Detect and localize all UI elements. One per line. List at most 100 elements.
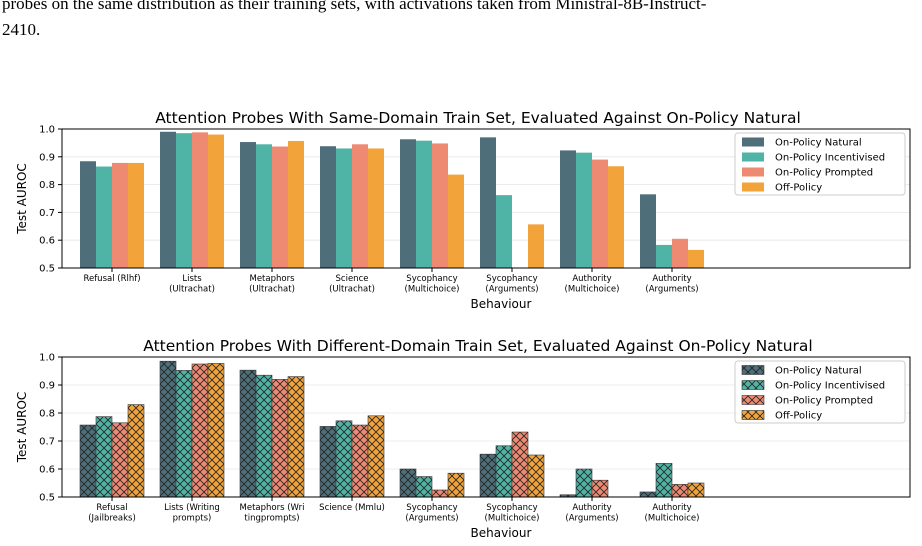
x-tick-label: (Arguments) xyxy=(645,285,698,295)
bar xyxy=(687,482,705,498)
y-tick-label: 0.9 xyxy=(39,152,55,163)
x-tick-label: (Multichoice) xyxy=(645,514,700,524)
x-tick-label: Science xyxy=(336,274,369,284)
bar xyxy=(112,162,128,268)
x-tick-label: tingprompts) xyxy=(244,514,299,524)
bar xyxy=(431,489,449,498)
y-tick-label: 0.5 xyxy=(39,493,55,504)
bar xyxy=(127,404,145,498)
bar xyxy=(671,484,689,498)
axes-frame xyxy=(61,356,911,498)
bar xyxy=(79,424,97,498)
bar xyxy=(688,249,704,268)
bar xyxy=(672,238,688,268)
x-tick-label: Authority xyxy=(652,274,691,284)
x-tick-label: Lists (Writing xyxy=(164,503,220,513)
bar xyxy=(527,454,545,498)
bar xyxy=(335,420,353,498)
caption-line: probes on the same distribution as their… xyxy=(2,0,707,13)
bar xyxy=(176,133,192,268)
bar xyxy=(95,416,113,498)
x-tick-label: (Arguments) xyxy=(405,514,458,524)
bar xyxy=(496,195,512,268)
bar xyxy=(591,479,609,498)
legend-label: On-Policy Prompted xyxy=(775,396,873,407)
legend-label: On-Policy Incentivised xyxy=(775,153,885,164)
bar xyxy=(560,150,576,268)
bar xyxy=(191,363,209,498)
y-tick-label: 1.0 xyxy=(39,353,55,364)
y-tick-label: 0.7 xyxy=(39,208,55,219)
bar xyxy=(96,166,112,268)
legend-swatch xyxy=(741,395,765,405)
bar xyxy=(319,426,337,498)
legend-swatch xyxy=(741,410,765,420)
chart-title: Attention Probes With Different-Domain T… xyxy=(143,337,813,355)
axes-frame xyxy=(61,128,911,269)
bar xyxy=(207,363,225,498)
chart-title: Attention Probes With Same-Domain Train … xyxy=(155,109,801,127)
x-tick-label: (Multichoice) xyxy=(485,514,540,524)
bar xyxy=(399,468,417,498)
legend-swatch xyxy=(742,152,764,162)
y-tick-label: 0.7 xyxy=(39,437,55,448)
bar xyxy=(367,415,385,498)
y-tick-label: 0.5 xyxy=(39,264,55,275)
bar xyxy=(447,472,465,498)
x-tick-label: (Arguments) xyxy=(565,514,618,524)
x-tick-label: Metaphors (Wri xyxy=(240,503,305,513)
x-tick-label: (Ultrachat) xyxy=(249,285,295,295)
bar xyxy=(351,424,369,498)
x-tick-label: Sycophancy xyxy=(486,503,537,513)
bar xyxy=(272,146,288,268)
x-tick-label: (Multichoice) xyxy=(565,285,620,295)
legend-label: On-Policy Prompted xyxy=(775,168,873,179)
legend-label: On-Policy Natural xyxy=(775,366,862,377)
x-axis-label: Behaviour xyxy=(471,297,532,311)
caption-line: 2410. xyxy=(2,20,41,39)
legend-swatch xyxy=(741,380,765,390)
bar xyxy=(400,139,416,268)
bar xyxy=(432,143,448,268)
bar xyxy=(111,422,129,498)
bar xyxy=(336,148,352,268)
x-tick-label: Authority xyxy=(572,274,611,284)
x-tick-label: (Arguments) xyxy=(485,285,538,295)
bar xyxy=(192,132,208,268)
bar xyxy=(159,360,177,498)
bar xyxy=(416,140,432,268)
x-tick-label: (Multichoice) xyxy=(405,285,460,295)
y-axis-label: Test AUROC xyxy=(15,392,29,464)
x-tick-label: Sycophancy xyxy=(486,274,537,284)
y-tick-label: 0.8 xyxy=(39,409,55,420)
bar xyxy=(368,148,384,268)
y-tick-label: 0.8 xyxy=(39,180,55,191)
bar xyxy=(608,166,624,268)
x-tick-label: Refusal (Rlhf) xyxy=(83,274,140,284)
bar xyxy=(479,453,497,498)
bar xyxy=(80,161,96,268)
legend-box xyxy=(734,132,906,196)
bar xyxy=(320,146,336,268)
y-tick-label: 0.6 xyxy=(39,236,55,247)
bar xyxy=(511,431,529,498)
bar xyxy=(639,491,657,498)
legend-label: Off-Policy xyxy=(775,183,822,194)
bar xyxy=(655,463,673,498)
x-tick-label: prompts) xyxy=(173,514,212,524)
bar xyxy=(255,374,273,498)
y-tick-label: 0.9 xyxy=(39,381,55,392)
bar xyxy=(480,137,496,268)
bar xyxy=(240,142,256,268)
bar xyxy=(208,134,224,268)
legend-label: Off-Policy xyxy=(775,411,822,422)
bar xyxy=(175,370,193,498)
x-tick-label: (Jailbreaks) xyxy=(88,514,136,524)
legend-swatch xyxy=(742,182,764,192)
bar xyxy=(576,152,592,268)
x-tick-label: Refusal xyxy=(96,503,127,513)
legend-label: On-Policy Natural xyxy=(775,138,862,149)
y-tick-label: 1.0 xyxy=(39,125,55,136)
bar xyxy=(160,131,176,268)
